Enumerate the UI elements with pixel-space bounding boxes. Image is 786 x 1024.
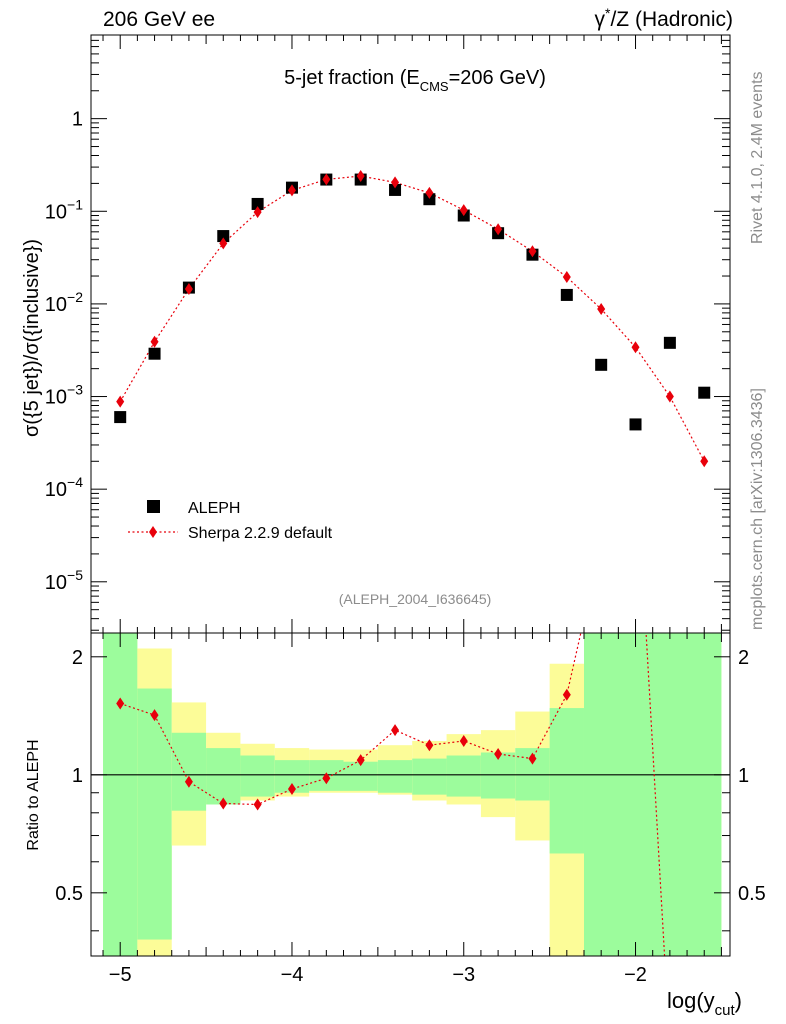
ratio-sherpa-line: [120, 633, 666, 956]
ratio-y-tick-label-right-1: 1: [738, 765, 749, 787]
aleph-point-13: [560, 288, 573, 301]
ratio-band-inner-3: [206, 748, 241, 805]
aleph-point-15: [629, 418, 642, 431]
sherpa-point-7: [356, 170, 365, 183]
x-tick-label-1: −4: [281, 964, 304, 986]
ratio-series: [91, 633, 730, 956]
plot-frames: [90, 34, 731, 957]
legend-aleph-marker: [147, 500, 160, 513]
ratio-point-2: [184, 775, 193, 788]
rivet-version-label: Rivet 4.1.0, 2.4M events: [749, 71, 766, 244]
sherpa-point-8: [391, 176, 400, 189]
main-y-tick-label-0: 1: [72, 109, 83, 131]
main-plot: [114, 170, 711, 468]
ratio-point-12: [528, 752, 537, 765]
sherpa-point-13: [562, 271, 571, 284]
ratio-point-5: [287, 783, 296, 796]
main-y-tick-label-2: 10−2: [45, 289, 83, 316]
main-y-axis-label: σ({5 jet})/σ({inclusive}): [21, 239, 43, 437]
ratio-band-inner-11: [480, 752, 516, 799]
sherpa-point-1: [150, 335, 159, 348]
ratio-band-inner-4: [240, 755, 275, 797]
header: 206 GeV ee γ*/Z (Hadronic): [103, 5, 733, 31]
ratio-point-0: [116, 697, 125, 710]
ratio-y-axis-label: Ratio to ALEPH: [25, 739, 42, 850]
aleph-point-9: [423, 193, 436, 206]
ratio-frame: [90, 632, 731, 957]
ratio-point-11: [494, 748, 503, 761]
main-y-tick-label-5: 10−5: [45, 567, 83, 594]
aleph-point-4: [251, 197, 264, 210]
ratio-band-inner-14: [583, 633, 722, 956]
legend-sherpa-marker: [149, 526, 157, 538]
header-left-label: 206 GeV ee: [103, 8, 215, 31]
ratio-y-tick-label-1: 1: [72, 765, 83, 787]
ratio-y-tick-label-2: 2: [72, 647, 83, 669]
sherpa-point-6: [322, 173, 331, 186]
ratio-y-tick-label-right-2: 2: [738, 647, 749, 669]
sherpa-point-11: [494, 223, 503, 236]
ratio-band-inner-10: [446, 755, 481, 797]
ratio-band-inner-2: [171, 732, 207, 811]
ratio-point-8: [391, 724, 400, 737]
axes: −5 −4 −3 −2 1 10−1 10−2 10−3 10−4 10−5 0.5 0.5 1 1 2 2: [45, 34, 766, 986]
x-tick-label-2: −3: [452, 964, 475, 986]
sherpa-point-12: [528, 245, 537, 258]
main-frame: [90, 34, 731, 634]
legend-aleph-label: ALEPH: [188, 500, 240, 517]
sherpa-point-17: [700, 455, 709, 468]
sherpa-point-16: [665, 390, 674, 403]
ratio-point-9: [425, 739, 434, 752]
ratio-bands: [103, 633, 722, 956]
ratio-band-inner-7: [343, 761, 378, 791]
ratio-point-3: [219, 797, 228, 810]
ratio-point-7: [356, 754, 365, 767]
x-tick-label-0: −5: [109, 964, 132, 986]
ratio-band-inner-13: [549, 708, 584, 854]
ratio-plot: [91, 633, 730, 956]
legend: ALEPH Sherpa 2.2.9 default: [128, 500, 333, 542]
sherpa-point-10: [459, 204, 468, 217]
aleph-point-17: [698, 386, 711, 399]
aleph-point-1: [148, 347, 161, 360]
ratio-point-13: [562, 688, 571, 701]
ratio-point-10: [459, 734, 468, 747]
analysis-tag: (ALEPH_2004_I636645): [339, 591, 492, 607]
chart-title: 5-jet fraction (ECMS=206 GeV): [284, 67, 546, 94]
ratio-point-6: [322, 772, 331, 785]
sherpa-point-2: [184, 282, 193, 295]
ratio-band-inner-1: [137, 688, 172, 940]
ratio-band-inner-0: [103, 633, 138, 956]
ratio-band-inner-8: [377, 760, 413, 793]
ratio-y-tick-label-0: 0.5: [55, 883, 83, 905]
sherpa-point-0: [116, 395, 125, 408]
sherpa-point-4: [253, 206, 262, 219]
aleph-point-16: [663, 336, 676, 349]
legend-sherpa-label: Sherpa 2.2.9 default: [188, 525, 333, 542]
x-axis-label: log(ycut): [667, 988, 742, 1019]
sherpa-point-14: [597, 303, 606, 316]
aleph-point-0: [114, 411, 127, 424]
sherpa-point-3: [219, 237, 228, 250]
ratio-point-4: [253, 798, 262, 811]
x-tick-label-3: −2: [624, 964, 647, 986]
header-right-label: γ*/Z (Hadronic): [595, 5, 733, 31]
main-y-tick-label-3: 10−3: [45, 382, 83, 409]
ratio-y-tick-label-right-0: 0.5: [738, 883, 766, 905]
sherpa-point-9: [425, 186, 434, 199]
ratio-band-inner-9: [412, 758, 447, 795]
sherpa-point-15: [631, 341, 640, 354]
sherpa-line: [119, 175, 705, 462]
main-y-tick-label-1: 10−1: [45, 196, 83, 223]
mcplots-label: mcplots.cern.ch [arXiv:1306.3436]: [749, 388, 766, 630]
ratio-point-1: [150, 709, 159, 722]
aleph-point-14: [595, 358, 608, 371]
sherpa-point-5: [287, 184, 296, 197]
aleph-point-3: [217, 230, 230, 243]
aleph-point-8: [389, 183, 402, 196]
main-y-tick-label-4: 10−4: [45, 474, 83, 501]
